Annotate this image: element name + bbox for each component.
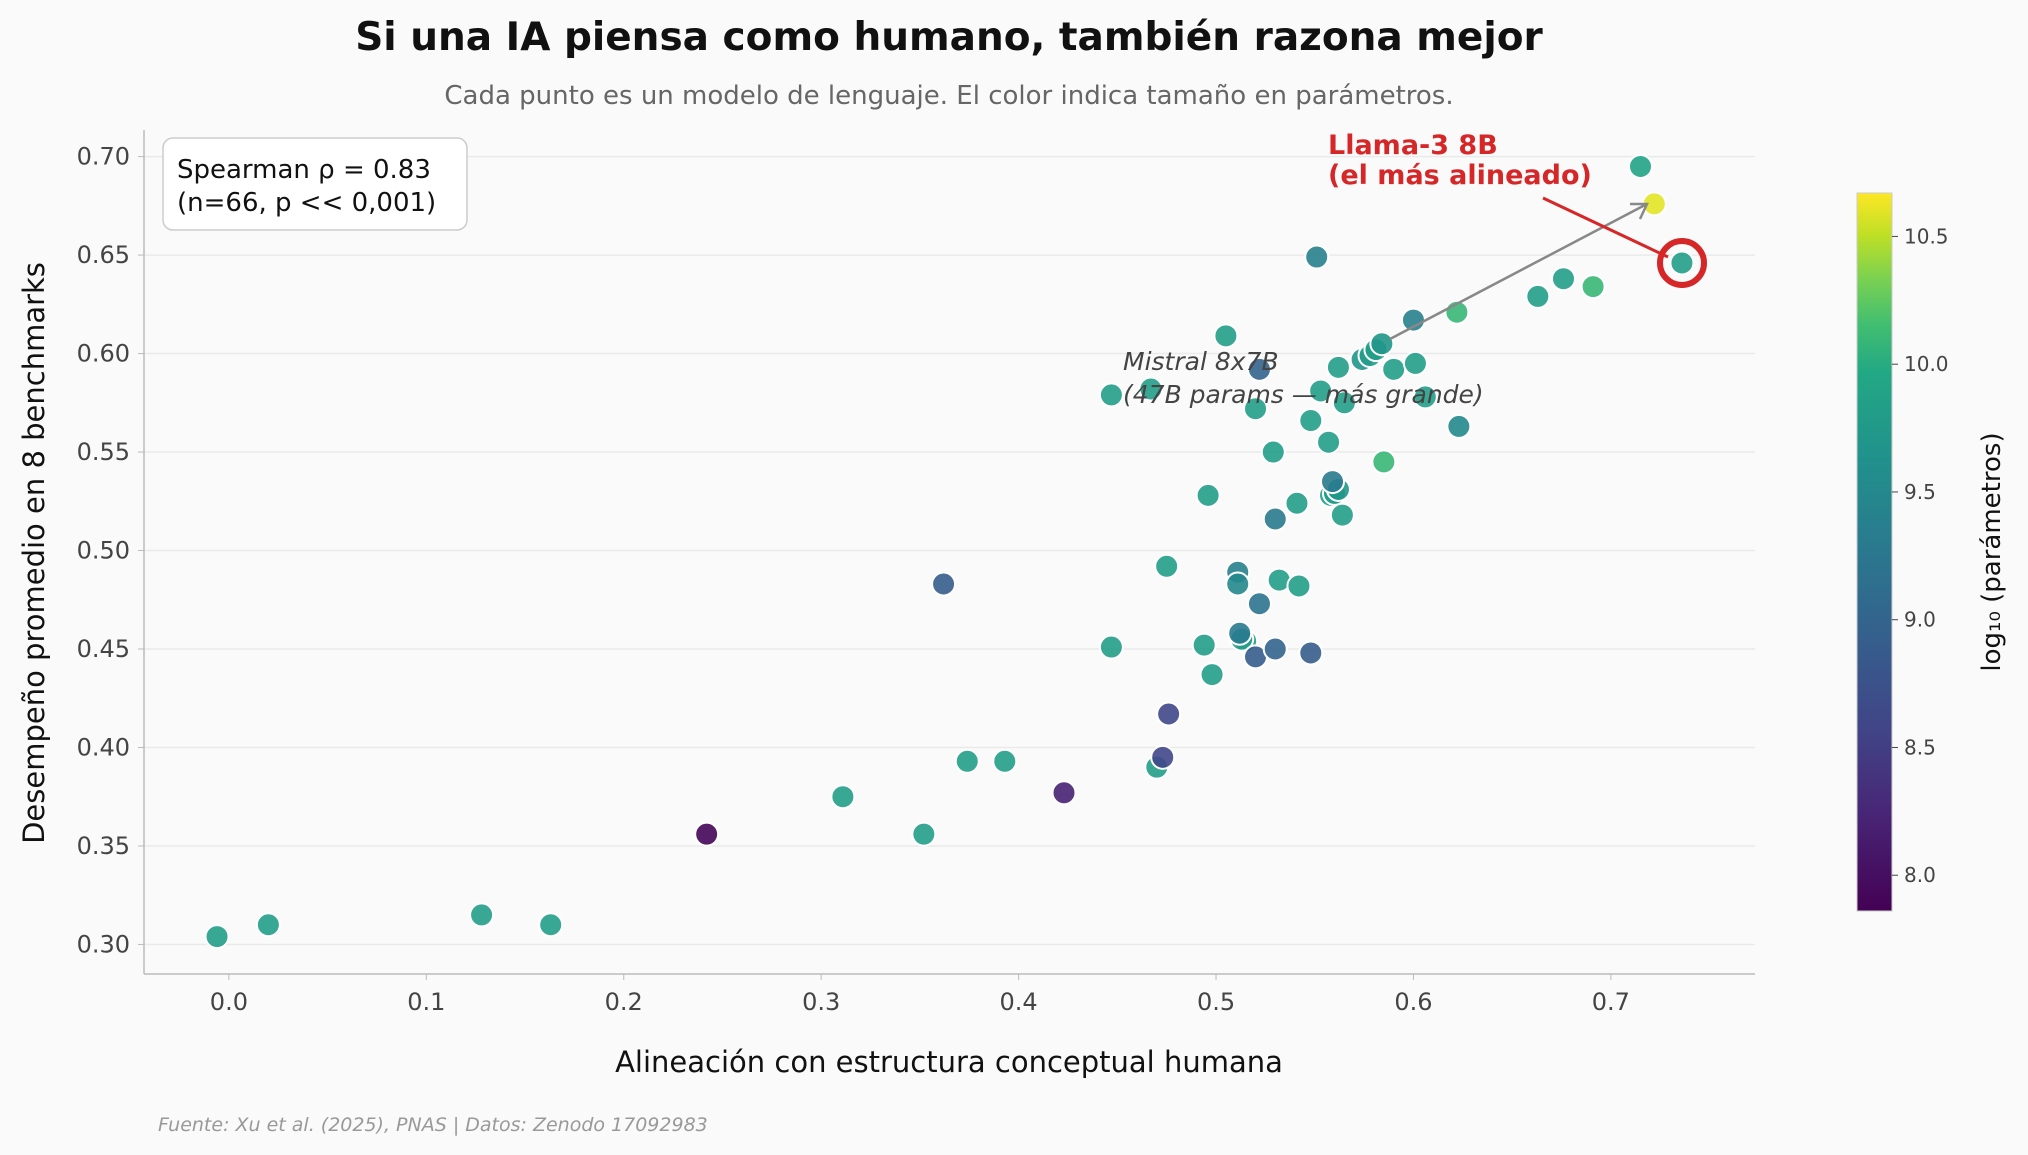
- y-tick-label: 0.40: [77, 733, 130, 761]
- stats-box: Spearman ρ = 0.83 (n=66, p << 0,001): [162, 137, 468, 231]
- data-point: [1098, 382, 1124, 408]
- data-point: [1262, 636, 1288, 662]
- data-point: [1627, 153, 1653, 179]
- data-point: [1550, 266, 1576, 292]
- llama-label-line1: Llama-3 8B: [1328, 130, 1498, 161]
- data-point: [1446, 413, 1472, 439]
- data-point: [1154, 553, 1180, 579]
- data-point: [1402, 350, 1428, 376]
- x-ticks: 0.0 0.1 0.2 0.3 0.4 0.5 0.6 0.7: [210, 974, 1630, 1016]
- mistral-arrowhead-icon: [1630, 202, 1649, 220]
- colorbar-tick-label: 9.0: [1904, 608, 1936, 632]
- data-point: [1138, 376, 1164, 402]
- x-tick-label: 0.2: [605, 988, 643, 1016]
- data-point: [204, 924, 230, 950]
- colorbar-tick-label: 10.5: [1904, 224, 1949, 248]
- chart-subtitle: Cada punto es un modelo de lenguaje. El …: [444, 81, 1453, 111]
- data-point: [1320, 469, 1346, 495]
- data-point: [1150, 744, 1176, 770]
- stats-n-p: (n=66, p << 0,001): [177, 188, 436, 218]
- data-point: [1262, 506, 1288, 532]
- data-point: [1298, 640, 1324, 666]
- mistral-arrow: [1389, 203, 1646, 341]
- y-tick-label: 0.65: [77, 241, 130, 269]
- data-point: [1308, 378, 1334, 404]
- data-points: [204, 153, 1695, 950]
- data-point: [1191, 632, 1217, 658]
- source-note: Fuente: Xu et al. (2025), PNAS | Datos: …: [158, 1114, 708, 1136]
- x-tick-label: 0.6: [1394, 988, 1432, 1016]
- colorbar-ticks: 8.0 8.5 9.0 9.5 10.0 10.5: [1892, 224, 1949, 887]
- data-point: [1298, 408, 1324, 434]
- data-point: [931, 571, 957, 597]
- data-point: [1381, 356, 1407, 382]
- mistral-label-line2: (47B params — más grande): [1123, 380, 1484, 409]
- data-point: [1412, 384, 1438, 410]
- x-tick-label: 0.4: [1000, 988, 1038, 1016]
- data-point: [1400, 307, 1426, 333]
- x-tick-label: 0.0: [210, 988, 248, 1016]
- data-point: [1246, 591, 1272, 617]
- llama-label-line2: (el más alineado): [1328, 160, 1592, 191]
- data-point: [1051, 780, 1077, 806]
- data-point: [469, 902, 495, 928]
- y-tick-label: 0.55: [77, 438, 130, 466]
- x-axis-label: Alineación con estructura conceptual hum…: [615, 1045, 1283, 1079]
- data-point: [1156, 701, 1182, 727]
- data-point: [992, 748, 1018, 774]
- data-point: [911, 821, 937, 847]
- data-point: [1195, 482, 1221, 508]
- data-point: [1098, 634, 1124, 660]
- y-tick-label: 0.30: [77, 930, 130, 958]
- data-point: [1304, 244, 1330, 270]
- y-axis-label: Desempeño promedio en 8 benchmarks: [17, 262, 51, 844]
- data-point: [1286, 573, 1312, 599]
- data-point: [538, 912, 564, 938]
- data-point: [1260, 439, 1286, 465]
- data-point: [1284, 490, 1310, 516]
- data-point: [1227, 620, 1253, 646]
- data-point: [1246, 356, 1272, 382]
- data-point: [255, 912, 281, 938]
- stats-spearman: Spearman ρ = 0.83: [177, 155, 431, 185]
- x-tick-label: 0.5: [1197, 988, 1235, 1016]
- data-point: [1316, 429, 1342, 455]
- data-point: [1243, 396, 1269, 422]
- colorbar: [1856, 192, 1893, 912]
- data-point: [1213, 323, 1239, 349]
- x-tick-label: 0.3: [802, 988, 840, 1016]
- gridlines: [144, 155, 1755, 946]
- y-tick-label: 0.50: [77, 537, 130, 565]
- data-point: [1525, 283, 1551, 309]
- data-point: [1225, 571, 1251, 597]
- y-tick-label: 0.70: [77, 143, 130, 171]
- data-point: [1369, 331, 1395, 357]
- colorbar-tick-label: 8.5: [1904, 735, 1936, 759]
- x-tick-label: 0.7: [1592, 988, 1630, 1016]
- data-point: [830, 784, 856, 810]
- llama-highlight-ring: [1657, 238, 1707, 288]
- llama-arrow: [1542, 196, 1669, 259]
- y-tick-label: 0.45: [77, 635, 130, 663]
- x-tick-label: 0.1: [407, 988, 445, 1016]
- colorbar-tick-label: 10.0: [1904, 352, 1949, 376]
- mistral-label-line1: Mistral 8x7B: [1123, 347, 1279, 376]
- data-point: [1580, 274, 1606, 300]
- data-point: [1331, 390, 1357, 416]
- data-point: [1669, 250, 1695, 276]
- y-tick-label: 0.35: [77, 832, 130, 860]
- data-point: [954, 748, 980, 774]
- colorbar-tick-label: 9.5: [1904, 480, 1936, 504]
- chart-title: Si una IA piensa como humano, también ra…: [355, 15, 1543, 60]
- data-point: [1329, 502, 1355, 528]
- y-ticks: 0.30 0.35 0.40 0.45 0.50 0.55 0.60 0.65 0.70: [77, 143, 144, 958]
- data-point: [1325, 354, 1351, 380]
- y-tick-label: 0.60: [77, 340, 130, 368]
- colorbar-label: log₁₀ (parámetros): [1977, 432, 2007, 671]
- colorbar-tick-label: 8.0: [1904, 863, 1936, 887]
- data-point: [1199, 662, 1225, 688]
- data-point: [1371, 449, 1397, 475]
- data-point: [694, 821, 720, 847]
